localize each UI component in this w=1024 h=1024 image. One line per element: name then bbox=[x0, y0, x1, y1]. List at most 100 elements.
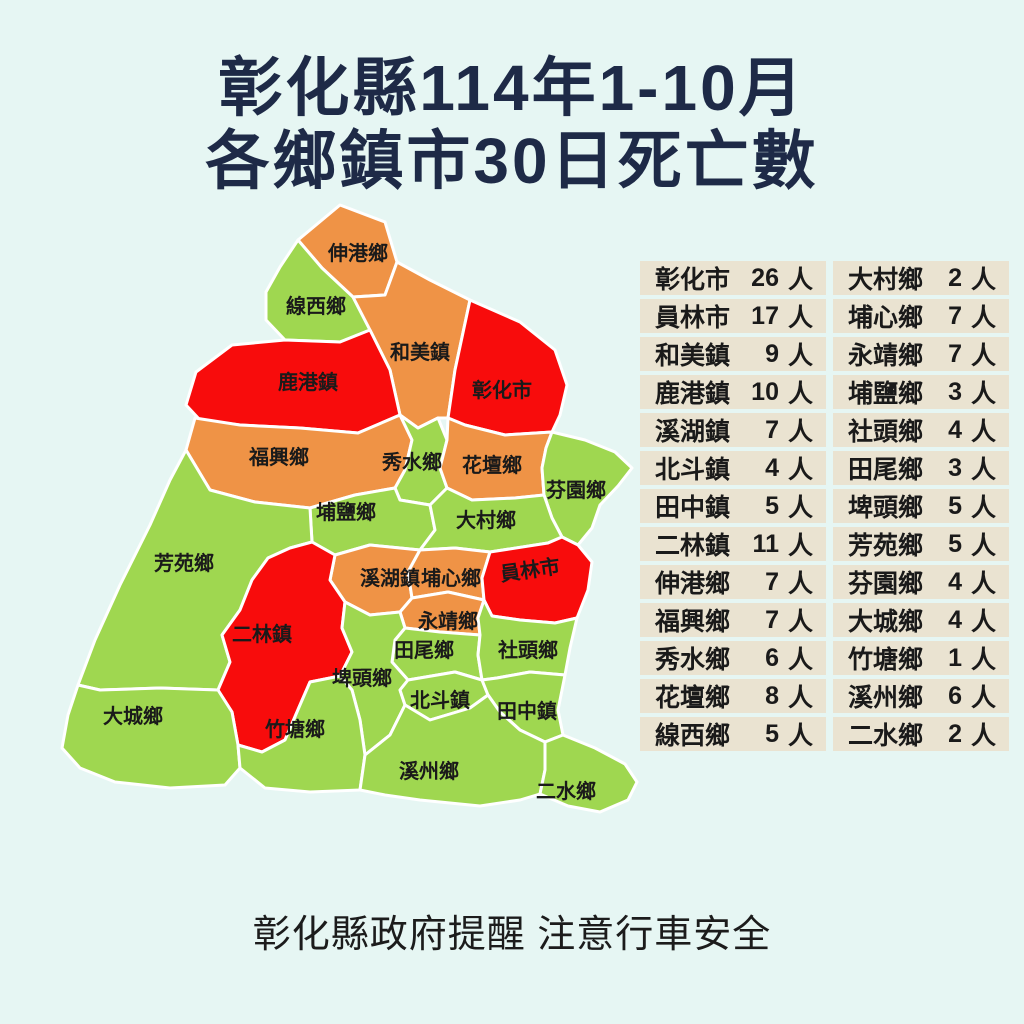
township-name: 田尾鄉 bbox=[848, 456, 924, 484]
township-name: 埔鹽鄉 bbox=[848, 380, 924, 408]
table-row: 埔鹽鄉 3 人 bbox=[833, 375, 1009, 409]
township-name: 和美鎮 bbox=[655, 342, 731, 370]
unit-label: 人 bbox=[787, 608, 813, 636]
unit-label: 人 bbox=[970, 342, 996, 370]
township-name: 埤頭鄉 bbox=[848, 494, 924, 522]
table-row: 溪湖鎮 7 人 bbox=[640, 413, 826, 447]
unit-label: 人 bbox=[970, 570, 996, 598]
table-row: 二水鄉 2 人 bbox=[833, 717, 1009, 751]
region-label-yongjing: 永靖鄉 bbox=[417, 609, 478, 633]
township-name: 北斗鎮 bbox=[655, 456, 731, 484]
table-row: 社頭鄉 4 人 bbox=[833, 413, 1009, 447]
unit-label: 人 bbox=[787, 304, 813, 332]
region-label-xihu: 溪湖鎮 bbox=[360, 566, 420, 590]
table-row: 竹塘鄉 1 人 bbox=[833, 641, 1009, 675]
death-count: 7 bbox=[765, 605, 779, 634]
table-row: 大村鄉 2 人 bbox=[833, 261, 1009, 295]
death-count: 7 bbox=[765, 567, 779, 596]
table-row: 埔心鄉 7 人 bbox=[833, 299, 1009, 333]
death-count: 7 bbox=[948, 339, 962, 368]
unit-label: 人 bbox=[787, 418, 813, 446]
region-label-dacun: 大村鄉 bbox=[456, 508, 516, 532]
township-name: 埔心鄉 bbox=[848, 304, 924, 332]
table-row: 花壇鄉 8 人 bbox=[640, 679, 826, 713]
death-count: 9 bbox=[765, 339, 779, 368]
table-row: 福興鄉 7 人 bbox=[640, 603, 826, 637]
unit-label: 人 bbox=[787, 570, 813, 598]
table-row: 線西鄉 5 人 bbox=[640, 717, 826, 751]
unit-label: 人 bbox=[970, 532, 996, 560]
region-label-fangyuan: 芳苑鄉 bbox=[154, 551, 214, 575]
region-label-ershui: 二水鄉 bbox=[536, 779, 596, 803]
region-label-tianwei: 田尾鄉 bbox=[394, 638, 454, 662]
township-name: 福興鄉 bbox=[655, 608, 731, 636]
death-count: 11 bbox=[752, 529, 779, 558]
region-label-beidou: 北斗鎮 bbox=[410, 688, 470, 712]
unit-label: 人 bbox=[970, 418, 996, 446]
unit-label: 人 bbox=[970, 456, 996, 484]
region-label-puxin: 埔心鄉 bbox=[421, 566, 481, 590]
township-name: 員林市 bbox=[655, 304, 731, 332]
township-name: 秀水鄉 bbox=[655, 646, 731, 674]
death-count: 6 bbox=[765, 643, 779, 672]
region-zhutang bbox=[236, 674, 367, 794]
death-count: 17 bbox=[751, 301, 779, 330]
region-label-fuxing: 福興鄉 bbox=[248, 445, 309, 469]
unit-label: 人 bbox=[787, 342, 813, 370]
region-label-zhutang: 竹塘鄉 bbox=[264, 717, 325, 741]
table-row: 北斗鎮 4 人 bbox=[640, 451, 826, 485]
death-count: 8 bbox=[765, 681, 779, 710]
township-name: 線西鄉 bbox=[655, 722, 731, 750]
township-name: 芳苑鄉 bbox=[848, 532, 924, 560]
township-name: 二水鄉 bbox=[848, 722, 924, 750]
township-name: 溪州鄉 bbox=[848, 684, 924, 712]
region-label-huatan: 花壇鄉 bbox=[462, 453, 522, 477]
region-label-tianzhong: 田中鎮 bbox=[497, 699, 557, 723]
township-name: 二林鎮 bbox=[655, 532, 731, 560]
table-row: 埤頭鄉 5 人 bbox=[833, 489, 1009, 523]
unit-label: 人 bbox=[970, 266, 996, 294]
death-count: 2 bbox=[948, 719, 962, 748]
death-count: 4 bbox=[765, 453, 779, 482]
unit-label: 人 bbox=[970, 722, 996, 750]
region-dacheng bbox=[60, 683, 242, 790]
stats-column-left: 彰化市 26 人員林市 17 人和美鎮 9 人鹿港鎮 10 人溪湖鎮 7 人北斗鎮 4 人田中鎮 5 人二林… bbox=[640, 261, 826, 751]
township-name: 溪湖鎮 bbox=[655, 418, 731, 446]
death-count: 4 bbox=[948, 415, 962, 444]
table-row: 彰化市 26 人 bbox=[640, 261, 826, 295]
region-label-zhanghua: 彰化市 bbox=[472, 378, 532, 402]
death-count: 4 bbox=[948, 567, 962, 596]
region-label-dacheng: 大城鄉 bbox=[103, 704, 163, 728]
footer-note: 彰化縣政府提醒 注意行車安全 bbox=[252, 914, 772, 956]
death-count: 7 bbox=[765, 415, 779, 444]
unit-label: 人 bbox=[970, 608, 996, 636]
title-line1: 彰化縣114年1-10月 bbox=[218, 52, 806, 124]
death-count: 3 bbox=[948, 453, 962, 482]
death-count: 5 bbox=[948, 529, 962, 558]
unit-label: 人 bbox=[970, 380, 996, 408]
region-label-hemei: 和美鎮 bbox=[390, 340, 450, 364]
title-line2: 各鄉鎮市30日死亡數 bbox=[205, 125, 819, 197]
death-count: 5 bbox=[948, 491, 962, 520]
region-label-xianxi: 線西鄉 bbox=[286, 294, 346, 318]
township-name: 鹿港鎮 bbox=[655, 380, 731, 408]
table-row: 大城鄉 4 人 bbox=[833, 603, 1009, 637]
unit-label: 人 bbox=[970, 646, 996, 674]
unit-label: 人 bbox=[787, 684, 813, 712]
region-label-xiushui: 秀水鄉 bbox=[381, 450, 442, 474]
unit-label: 人 bbox=[787, 456, 813, 484]
unit-label: 人 bbox=[787, 266, 813, 294]
township-name: 伸港鄉 bbox=[655, 570, 731, 598]
township-name: 永靖鄉 bbox=[848, 342, 924, 370]
unit-label: 人 bbox=[787, 722, 813, 750]
unit-label: 人 bbox=[787, 380, 813, 408]
unit-label: 人 bbox=[970, 304, 996, 332]
unit-label: 人 bbox=[787, 646, 813, 674]
death-count: 5 bbox=[765, 719, 779, 748]
township-name: 彰化市 bbox=[655, 266, 731, 294]
table-row: 芳苑鄉 5 人 bbox=[833, 527, 1009, 561]
death-count: 6 bbox=[948, 681, 962, 710]
township-name: 竹塘鄉 bbox=[848, 646, 924, 674]
region-label-shetou: 社頭鄉 bbox=[497, 638, 558, 662]
